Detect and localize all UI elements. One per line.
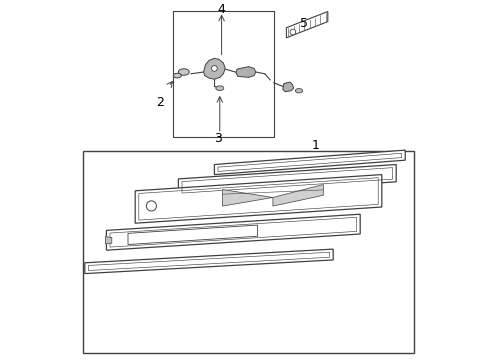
Polygon shape xyxy=(83,151,414,353)
Polygon shape xyxy=(286,12,328,38)
Text: 3: 3 xyxy=(214,132,222,145)
Polygon shape xyxy=(85,249,333,274)
Circle shape xyxy=(290,29,296,35)
Ellipse shape xyxy=(216,86,224,91)
Polygon shape xyxy=(236,67,256,77)
Ellipse shape xyxy=(173,73,181,78)
Text: 5: 5 xyxy=(300,17,308,30)
Polygon shape xyxy=(204,58,225,79)
Circle shape xyxy=(212,66,217,71)
Polygon shape xyxy=(135,175,382,223)
Circle shape xyxy=(147,201,156,211)
Ellipse shape xyxy=(178,69,189,75)
Polygon shape xyxy=(105,237,112,244)
Text: 2: 2 xyxy=(156,96,164,109)
Ellipse shape xyxy=(295,89,303,93)
Polygon shape xyxy=(215,150,405,175)
Polygon shape xyxy=(283,82,294,92)
Text: 4: 4 xyxy=(218,3,225,15)
Text: 1: 1 xyxy=(311,139,319,152)
Polygon shape xyxy=(106,214,360,250)
Polygon shape xyxy=(273,185,323,206)
Polygon shape xyxy=(178,165,396,196)
Polygon shape xyxy=(222,190,273,206)
